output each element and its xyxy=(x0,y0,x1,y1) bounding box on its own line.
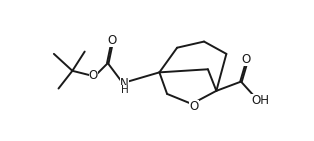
Text: O: O xyxy=(107,34,116,47)
Text: H: H xyxy=(121,85,129,95)
Text: N: N xyxy=(120,77,129,90)
Text: OH: OH xyxy=(251,94,269,107)
Text: O: O xyxy=(242,53,251,66)
Text: O: O xyxy=(189,100,199,113)
Text: O: O xyxy=(89,69,98,82)
